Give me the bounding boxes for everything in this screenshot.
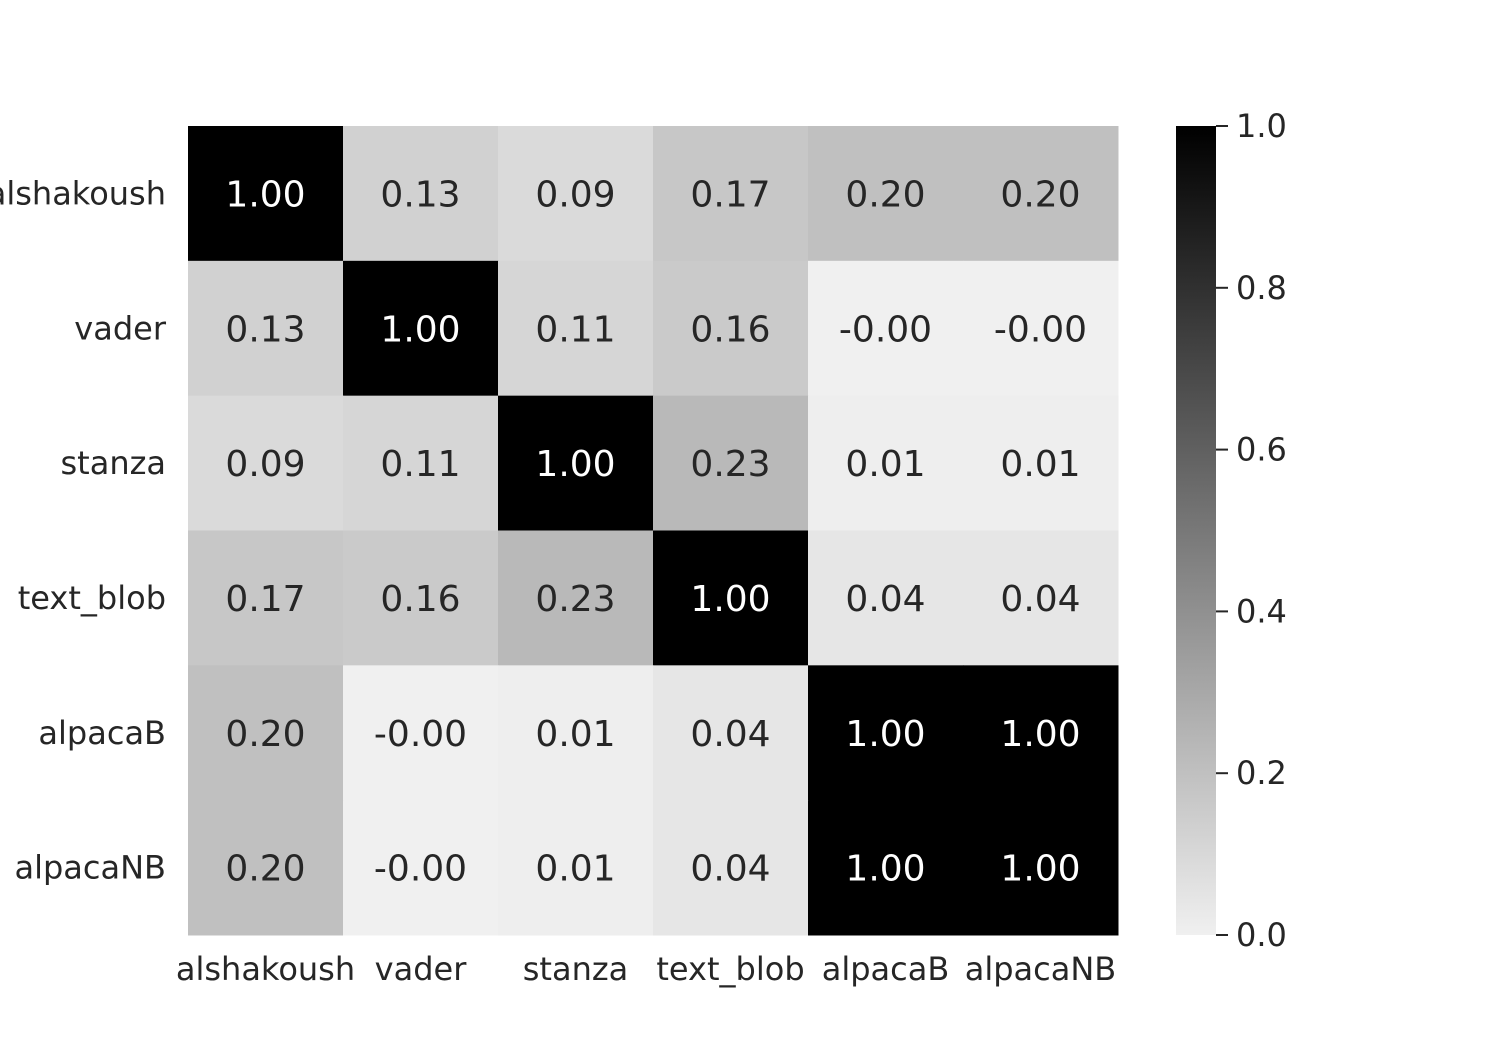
heatmap-cell-label: -0.00 bbox=[374, 849, 467, 890]
colorbar-ticks: 0.0 0.2 0.4 0.6 0.8 1.0 bbox=[1216, 107, 1287, 954]
heatmap-cell bbox=[343, 395, 499, 531]
heatmap-cell bbox=[653, 126, 809, 262]
heatmap-cell bbox=[963, 530, 1119, 666]
heatmap-cell-label: 0.20 bbox=[225, 849, 305, 890]
heatmap-cell-label: 0.09 bbox=[225, 444, 305, 485]
heatmap-cell bbox=[653, 530, 809, 666]
x-tick-label: text_blob bbox=[656, 950, 804, 988]
heatmap-cell bbox=[963, 665, 1119, 801]
heatmap-cell-label: 0.13 bbox=[380, 174, 460, 215]
heatmap-cell-label: -0.00 bbox=[374, 714, 467, 755]
heatmap-cell-label: -0.00 bbox=[839, 309, 932, 350]
heatmap-cell bbox=[498, 530, 654, 666]
x-tick-label: alpacaNB bbox=[965, 950, 1117, 988]
heatmap-cell bbox=[653, 260, 809, 397]
heatmap-cell-label: 1.00 bbox=[845, 849, 925, 890]
heatmap-cell-label: 0.04 bbox=[1000, 579, 1080, 620]
heatmap-cell-label: 0.23 bbox=[690, 444, 770, 485]
heatmap-cell bbox=[653, 800, 809, 936]
heatmap-cell-label: 0.09 bbox=[535, 174, 615, 215]
heatmap-cell-label: 0.20 bbox=[225, 714, 305, 755]
heatmap-cell-label: 1.00 bbox=[690, 579, 770, 620]
heatmap-cell-label: 0.01 bbox=[535, 849, 615, 890]
heatmap-cell bbox=[343, 665, 499, 801]
y-tick-label: alpacaNB bbox=[14, 849, 166, 887]
heatmap-cell-label: 0.17 bbox=[225, 579, 305, 620]
heatmap-cell bbox=[188, 665, 344, 801]
heatmap-cell-label: 0.11 bbox=[535, 309, 615, 350]
heatmap-cell bbox=[498, 800, 654, 936]
x-axis-tick-labels: alshakoush vader stanza text_blob alpacaB alp… bbox=[176, 950, 1116, 988]
y-tick-label: text_blob bbox=[18, 579, 166, 617]
colorbar: 0.0 0.2 0.4 0.6 0.8 1.0 bbox=[1176, 107, 1287, 954]
heatmap-cell-label: 0.16 bbox=[690, 309, 770, 350]
heatmap-cell bbox=[188, 126, 344, 262]
heatmap-cell-label: -0.00 bbox=[994, 309, 1087, 350]
heatmap-cell-label: 1.00 bbox=[1000, 714, 1080, 755]
heatmap-cell-label: 0.17 bbox=[690, 174, 770, 215]
heatmap-cell bbox=[963, 126, 1119, 262]
heatmap-cell-label: 0.04 bbox=[690, 849, 770, 890]
heatmap-cell-label: 1.00 bbox=[225, 174, 305, 215]
heatmap-cell bbox=[498, 260, 654, 397]
heatmap-cell bbox=[808, 126, 964, 262]
heatmap-cell-label: 0.01 bbox=[535, 714, 615, 755]
colorbar-tick-label: 0.0 bbox=[1236, 916, 1287, 954]
x-tick-label: alshakoush bbox=[176, 950, 355, 988]
heatmap-cell-label: 0.13 bbox=[225, 309, 305, 350]
colorbar-tick-label: 0.4 bbox=[1236, 592, 1287, 630]
heatmap-cell bbox=[343, 126, 499, 262]
heatmap-cell bbox=[343, 530, 499, 666]
heatmap-cell bbox=[498, 395, 654, 531]
colorbar-tick-label: 0.8 bbox=[1236, 269, 1287, 307]
y-tick-label: vader bbox=[74, 309, 167, 347]
heatmap-cell bbox=[188, 530, 344, 666]
heatmap-cell bbox=[343, 800, 499, 936]
x-tick-label: vader bbox=[375, 950, 468, 988]
heatmap-cell bbox=[653, 395, 809, 531]
heatmap-cell-label: 0.23 bbox=[535, 579, 615, 620]
heatmap-cell bbox=[188, 260, 344, 397]
heatmap-cell bbox=[188, 395, 344, 531]
heatmap-cell bbox=[808, 800, 964, 936]
heatmap-cell-label: 1.00 bbox=[1000, 849, 1080, 890]
heatmap-cell-label: 0.04 bbox=[690, 714, 770, 755]
colorbar-tick-label: 0.6 bbox=[1236, 431, 1287, 469]
heatmap-cell bbox=[498, 126, 654, 262]
y-axis-tick-labels: alshakoush vader stanza text_blob alpacaB alp… bbox=[0, 174, 167, 886]
heatmap-cell-label: 0.01 bbox=[1000, 444, 1080, 485]
heatmap-cell bbox=[963, 260, 1119, 397]
heatmap-cell bbox=[808, 260, 964, 397]
heatmap-cell bbox=[963, 800, 1119, 936]
heatmap-cell bbox=[188, 800, 344, 936]
y-tick-label: alshakoush bbox=[0, 174, 166, 212]
heatmap-cell bbox=[498, 665, 654, 801]
y-tick-label: alpacaB bbox=[38, 714, 166, 752]
colorbar-tick-label: 0.2 bbox=[1236, 754, 1287, 792]
heatmap-cell-label: 0.20 bbox=[845, 174, 925, 215]
y-tick-label: stanza bbox=[60, 444, 166, 482]
heatmap-cell-label: 1.00 bbox=[845, 714, 925, 755]
heatmap-cell bbox=[343, 260, 499, 397]
x-tick-label: stanza bbox=[523, 950, 629, 988]
heatmap-cell-label: 0.20 bbox=[1000, 174, 1080, 215]
colorbar-tick-label: 1.0 bbox=[1236, 107, 1287, 145]
x-tick-label: alpacaB bbox=[822, 950, 950, 988]
heatmap-cell-label: 0.16 bbox=[380, 579, 460, 620]
heatmap-cell bbox=[653, 665, 809, 801]
heatmap-cell bbox=[963, 395, 1119, 531]
heatmap-cell-label: 0.04 bbox=[845, 579, 925, 620]
heatmap-cell-label: 1.00 bbox=[535, 444, 615, 485]
heatmap-cell-label: 0.11 bbox=[380, 444, 460, 485]
heatmap-cell-label: 0.01 bbox=[845, 444, 925, 485]
heatmap-cell bbox=[808, 530, 964, 666]
heatmap-cells: 1.00 0.13 0.09 0.17 0.20 0.20 0.13 1.00 0.11 0.16… bbox=[188, 126, 1119, 936]
colorbar-gradient bbox=[1176, 126, 1216, 935]
heatmap-cell-label: 1.00 bbox=[380, 309, 460, 350]
heatmap-cell bbox=[808, 395, 964, 531]
heatmap-cell bbox=[808, 665, 964, 801]
